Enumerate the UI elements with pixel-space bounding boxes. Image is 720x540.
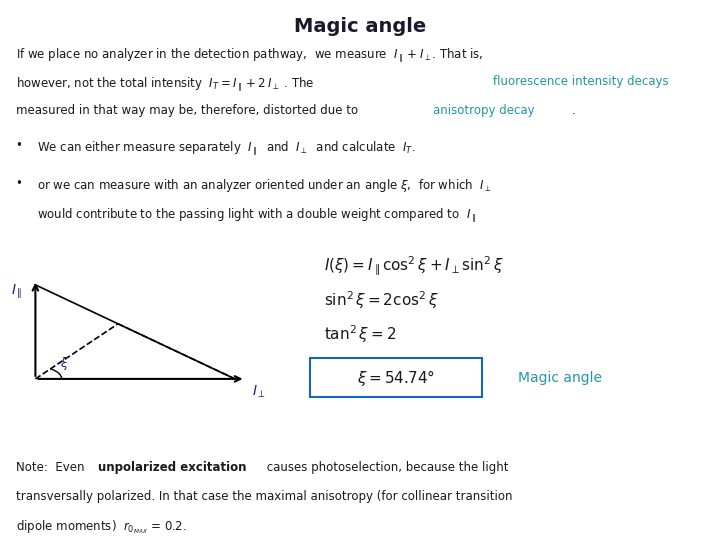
Text: dipole moments)  $r_{0_{MAX}}$ = 0.2.: dipole moments) $r_{0_{MAX}}$ = 0.2. bbox=[16, 519, 186, 536]
Text: Note:  Even: Note: Even bbox=[16, 461, 88, 474]
Text: fluorescence intensity decays: fluorescence intensity decays bbox=[492, 75, 668, 89]
Text: transversally polarized. In that case the maximal anisotropy (for collinear tran: transversally polarized. In that case th… bbox=[16, 490, 512, 503]
Text: would contribute to the passing light with a double weight compared to  $I_{\par: would contribute to the passing light wi… bbox=[37, 206, 477, 224]
Text: $\tan^2\xi = 2$: $\tan^2\xi = 2$ bbox=[324, 323, 396, 345]
Text: or we can measure with an analyzer oriented under an angle $\xi$,  for which  $I: or we can measure with an analyzer orien… bbox=[37, 177, 492, 194]
Text: $\xi$: $\xi$ bbox=[60, 355, 69, 372]
Text: •: • bbox=[16, 177, 22, 190]
Text: $I(\xi) = I_{\parallel}\cos^2\xi + I_{\perp}\sin^2\xi$: $I(\xi) = I_{\parallel}\cos^2\xi + I_{\p… bbox=[324, 255, 504, 278]
Text: unpolarized excitation: unpolarized excitation bbox=[98, 461, 247, 474]
Text: $\sin^2\xi = 2\cos^2\xi$: $\sin^2\xi = 2\cos^2\xi$ bbox=[324, 289, 439, 311]
Text: •: • bbox=[16, 139, 22, 152]
FancyBboxPatch shape bbox=[310, 358, 482, 397]
Text: $I_{\parallel}$: $I_{\parallel}$ bbox=[12, 283, 23, 301]
Text: Magic angle: Magic angle bbox=[518, 370, 602, 384]
Text: anisotropy decay: anisotropy decay bbox=[433, 104, 535, 117]
Text: If we place no analyzer in the detection pathway,  we measure  $I_{\parallel} + : If we place no analyzer in the detection… bbox=[16, 46, 483, 64]
Text: .: . bbox=[572, 104, 575, 117]
Text: $\xi = 54.74°$: $\xi = 54.74°$ bbox=[357, 368, 435, 388]
Text: measured in that way may be, therefore, distorted due to: measured in that way may be, therefore, … bbox=[16, 104, 361, 117]
Text: We can either measure separately  $I_{\parallel}$  and  $I_{\perp}$  and calcula: We can either measure separately $I_{\pa… bbox=[37, 139, 416, 157]
Text: however, not the total intensity  $I_T = I_{\parallel} + 2\, I_{\perp}$ . The: however, not the total intensity $I_T = … bbox=[16, 75, 315, 93]
Text: $I_{\perp}$: $I_{\perp}$ bbox=[252, 384, 266, 400]
Text: causes photoselection, because the light: causes photoselection, because the light bbox=[264, 461, 508, 474]
Text: Magic angle: Magic angle bbox=[294, 17, 426, 36]
